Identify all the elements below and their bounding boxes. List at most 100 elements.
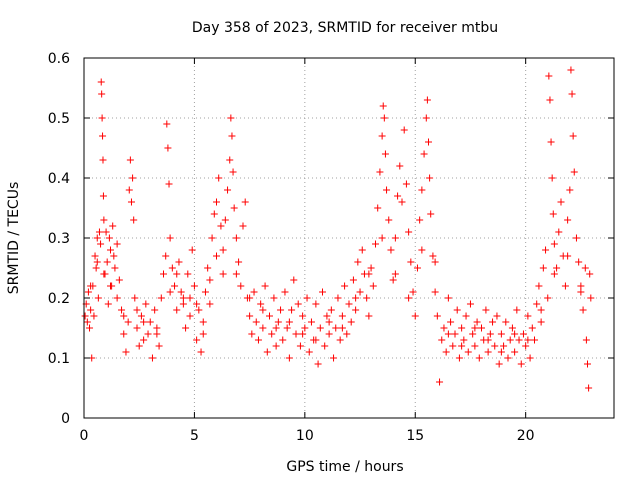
data-point (550, 240, 558, 248)
data-point (81, 312, 89, 320)
data-point (272, 324, 280, 332)
data-point (186, 294, 194, 302)
data-point (400, 126, 408, 134)
data-point (227, 114, 235, 122)
data-point (451, 330, 459, 338)
data-point (338, 324, 346, 332)
data-point (229, 168, 237, 176)
data-point (153, 324, 161, 332)
data-point (221, 216, 229, 224)
data-point (285, 318, 293, 326)
data-point (237, 282, 245, 290)
data-point (436, 378, 444, 386)
x-tick-label: 10 (296, 428, 314, 444)
data-point (389, 276, 397, 284)
data-point (290, 276, 298, 284)
data-point (263, 348, 271, 356)
data-point (140, 336, 148, 344)
data-point (341, 282, 349, 290)
data-point (561, 282, 569, 290)
data-point (111, 264, 119, 272)
data-point (182, 324, 190, 332)
data-point (585, 384, 593, 392)
data-point (105, 234, 113, 242)
data-point (427, 210, 435, 218)
data-point (365, 270, 373, 278)
data-point (270, 294, 278, 302)
data-point (524, 312, 532, 320)
data-point (387, 246, 395, 254)
data-point (577, 282, 585, 290)
data-point (524, 336, 532, 344)
data-point (570, 168, 578, 176)
data-point (557, 198, 565, 206)
data-point (274, 318, 282, 326)
data-point (281, 288, 289, 296)
chart-title: Day 358 of 2023, SRMTID for receiver mtb… (192, 20, 498, 36)
data-point (402, 180, 410, 188)
data-point (564, 216, 572, 224)
data-point (438, 336, 446, 344)
data-point (173, 270, 181, 278)
data-point (469, 330, 477, 338)
data-point (323, 312, 331, 320)
data-point (299, 330, 307, 338)
data-point (215, 174, 223, 182)
data-point (379, 102, 387, 110)
data-point (224, 186, 232, 194)
axis-ticks: 0 0.1 0.2 0.3 0.4 0.5 0.6 0 5 10 15 20 (48, 51, 614, 444)
data-point (347, 318, 355, 326)
data-point (115, 276, 123, 284)
y-tick-label: 0.1 (48, 351, 70, 367)
data-point (429, 252, 437, 260)
data-point (420, 150, 428, 158)
data-point (584, 360, 591, 368)
data-point (493, 312, 501, 320)
data-point (144, 330, 152, 338)
data-point (166, 234, 174, 242)
data-point (312, 336, 320, 344)
data-point (208, 234, 216, 242)
data-point (531, 336, 538, 344)
data-point (92, 264, 100, 272)
data-point (473, 318, 481, 326)
data-point (314, 360, 322, 368)
data-point (99, 192, 107, 200)
data-point (93, 234, 101, 242)
data-point (515, 336, 523, 344)
data-point (547, 138, 555, 146)
data-point (455, 354, 463, 362)
y-tick-label: 0 (61, 411, 70, 427)
data-point (124, 318, 132, 326)
data-point (354, 258, 362, 266)
data-point (491, 342, 499, 350)
data-point (449, 342, 457, 350)
data-point (239, 222, 247, 230)
data-points (81, 66, 595, 392)
data-point (356, 288, 364, 296)
data-point (133, 324, 141, 332)
x-tick-label: 5 (190, 428, 199, 444)
data-point (316, 324, 324, 332)
data-point (553, 264, 561, 272)
data-point (544, 294, 552, 302)
data-point (431, 258, 439, 266)
data-point (440, 324, 448, 332)
data-point (442, 348, 450, 356)
y-tick-label: 0.6 (48, 51, 70, 67)
data-point (381, 150, 389, 158)
data-point (358, 246, 366, 254)
data-point (582, 336, 590, 344)
data-point (210, 210, 218, 218)
data-point (99, 132, 107, 140)
y-tick-label: 0.3 (48, 231, 70, 247)
data-point (155, 342, 163, 350)
data-point (113, 294, 121, 302)
data-point (418, 246, 426, 254)
data-point (177, 288, 185, 296)
data-point (104, 300, 112, 308)
data-point (146, 318, 154, 326)
data-point (564, 252, 572, 260)
data-point (110, 252, 118, 260)
data-point (398, 198, 406, 206)
